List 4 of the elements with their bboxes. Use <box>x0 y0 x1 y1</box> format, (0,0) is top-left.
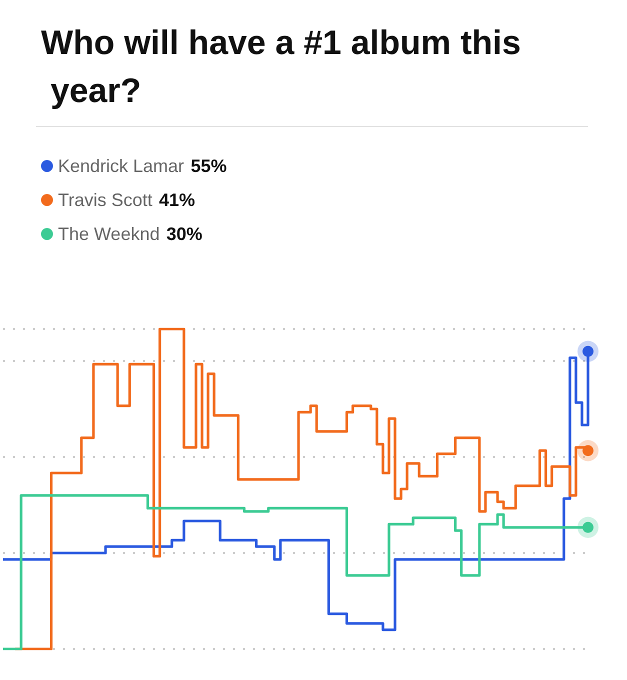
legend-label: Kendrick Lamar 55% <box>58 156 227 176</box>
legend-label: Travis Scott 41% <box>58 190 196 210</box>
legend-label: The Weeknd 30% <box>58 224 202 244</box>
chart-title: Who will have a #1 album this year? <box>41 24 521 110</box>
